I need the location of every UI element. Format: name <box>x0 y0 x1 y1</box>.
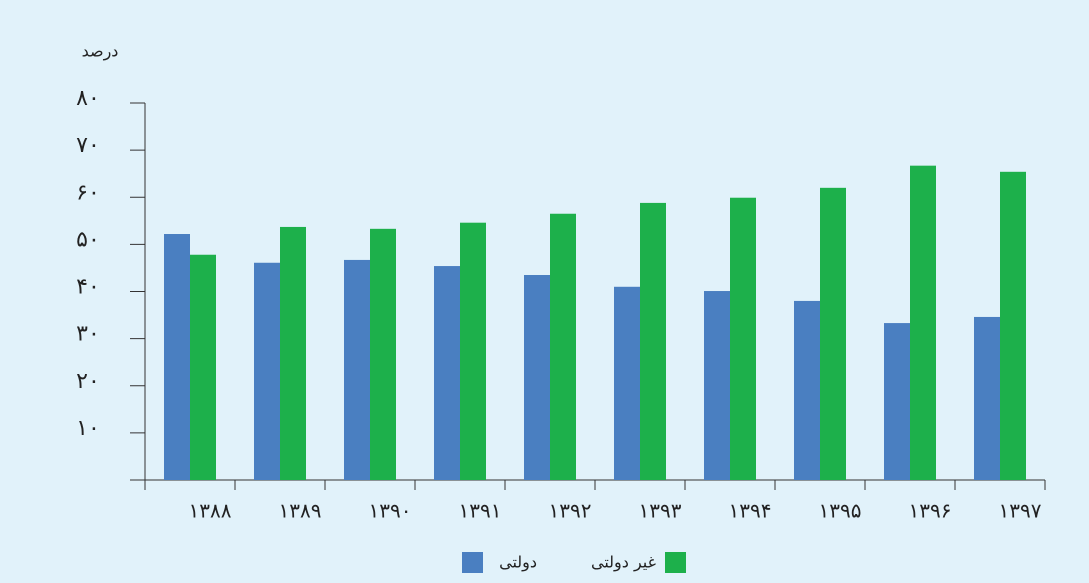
y-axis-label: درصد <box>82 42 119 62</box>
bar <box>344 259 370 480</box>
x-tick-label: ۱۳۹۵ <box>819 499 862 523</box>
legend-label: دولتی <box>499 553 537 573</box>
x-tick-label: ۱۳۹۱ <box>459 499 502 523</box>
bar <box>164 234 190 480</box>
x-tick-label: ۱۳۹۴ <box>729 499 772 523</box>
bar <box>884 323 910 480</box>
bar <box>910 165 936 480</box>
x-tick-label: ۱۳۸۹ <box>279 499 322 523</box>
y-tick-label: ۲۰ <box>76 369 100 394</box>
bar <box>1000 171 1026 481</box>
legend-swatch <box>462 552 483 573</box>
bar <box>794 300 820 480</box>
x-tick-label: ۱۳۹۰ <box>369 499 412 523</box>
bar <box>460 222 486 480</box>
y-tick-label: ۱۰ <box>76 416 100 441</box>
x-tick-label: ۱۳۹۲ <box>549 499 592 523</box>
y-tick-label: ۶۰ <box>76 180 100 205</box>
x-tick-label: ۱۳۹۶ <box>909 499 952 523</box>
legend-label: غیر دولتی <box>591 553 656 573</box>
bar <box>280 226 306 480</box>
y-tick-label: ۵۰ <box>76 227 100 252</box>
bar <box>614 286 640 480</box>
y-tick-label: ۷۰ <box>76 133 100 158</box>
x-tick-label: ۱۳۹۳ <box>639 499 682 523</box>
bar <box>524 275 550 480</box>
bar <box>254 262 280 480</box>
bar <box>370 228 396 480</box>
bar <box>974 316 1000 480</box>
legend-swatch <box>665 552 686 573</box>
bar <box>434 266 460 480</box>
x-tick-label: ۱۳۹۷ <box>999 499 1042 523</box>
bar <box>640 202 666 480</box>
bar <box>820 187 846 480</box>
bar <box>550 213 576 480</box>
y-tick-label: ۸۰ <box>76 86 100 111</box>
bar <box>704 291 730 480</box>
bar <box>730 197 756 480</box>
x-tick-label: ۱۳۸۸ <box>189 499 232 523</box>
bar <box>190 254 216 480</box>
y-tick-label: ۳۰ <box>76 322 100 347</box>
y-tick-label: ۴۰ <box>76 275 100 300</box>
